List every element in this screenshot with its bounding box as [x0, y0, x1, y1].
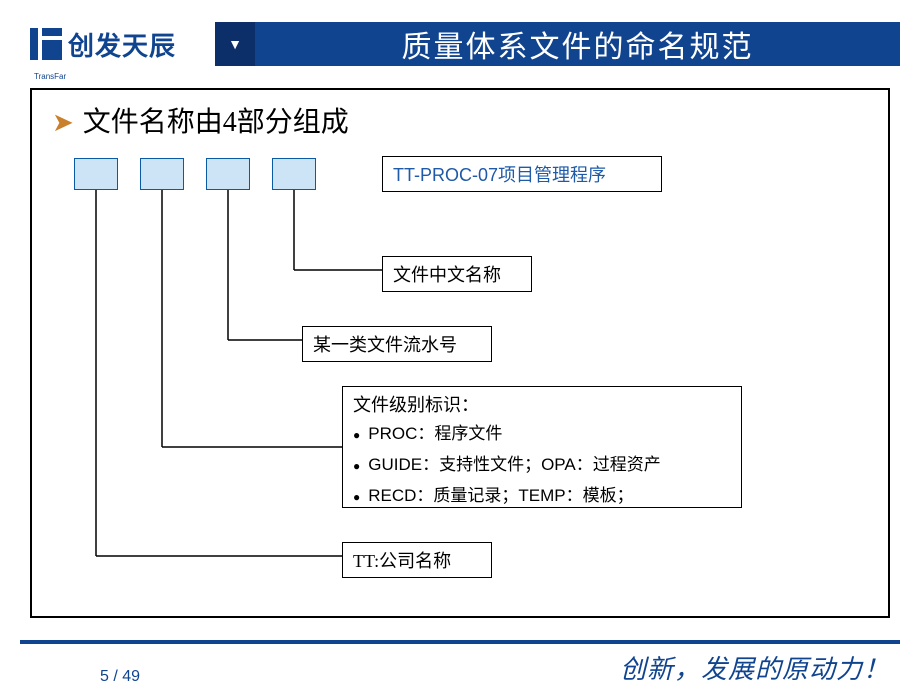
logo-icon — [30, 28, 62, 60]
page-number: 5 / 49 — [100, 668, 140, 686]
title-bar: ▼ 质量体系文件的命名规范 — [215, 22, 900, 66]
label-part1: TT:公司名称 — [342, 542, 492, 578]
label-part2-item: RECD：质量记录；TEMP：模板； — [353, 481, 731, 512]
content-frame: ➤ 文件名称由4部分组成 TT-PROC-07项目管理程序 文件中文名称 某一类… — [30, 88, 890, 618]
name-part-1 — [74, 158, 118, 190]
label-part2-item: GUIDE：支持性文件；OPA：过程资产 — [353, 450, 731, 481]
name-part-3 — [206, 158, 250, 190]
label-part2: 文件级别标识： PROC：程序文件GUIDE：支持性文件；OPA：过程资产REC… — [342, 386, 742, 508]
heading-text: 文件名称由4部分组成 — [83, 107, 349, 138]
footer-slogan: 创新，发展的原动力！ — [620, 649, 890, 686]
slide-title: 质量体系文件的命名规范 — [255, 22, 900, 66]
label-part4-text: 文件中文名称 — [393, 265, 501, 285]
heading-arrow-icon: ➤ — [52, 108, 74, 137]
footer-rule — [20, 640, 900, 644]
heading: ➤ 文件名称由4部分组成 — [52, 100, 868, 140]
label-part3: 某一类文件流水号 — [302, 326, 492, 362]
label-part2-list: PROC：程序文件GUIDE：支持性文件；OPA：过程资产RECD：质量记录；T… — [353, 419, 731, 512]
name-part-2 — [140, 158, 184, 190]
label-part2-title: 文件级别标识： — [353, 391, 731, 417]
label-part3-text: 某一类文件流水号 — [313, 335, 457, 355]
example-text: TT-PROC-07项目管理程序 — [393, 165, 606, 185]
slide-header: 创发天辰 TransFar ▼ 质量体系文件的命名规范 — [0, 0, 920, 88]
example-box: TT-PROC-07项目管理程序 — [382, 156, 662, 192]
logo-sub: TransFar — [34, 72, 66, 81]
label-part2-item: PROC：程序文件 — [353, 419, 731, 450]
logo: 创发天辰 TransFar — [0, 0, 215, 88]
title-triangle-icon: ▼ — [215, 22, 255, 66]
logo-text: 创发天辰 — [68, 26, 176, 63]
footer: 5 / 49 创新，发展的原动力！ — [0, 640, 920, 688]
name-part-4 — [272, 158, 316, 190]
label-part4: 文件中文名称 — [382, 256, 532, 292]
label-part1-text: TT:公司名称 — [353, 551, 451, 571]
